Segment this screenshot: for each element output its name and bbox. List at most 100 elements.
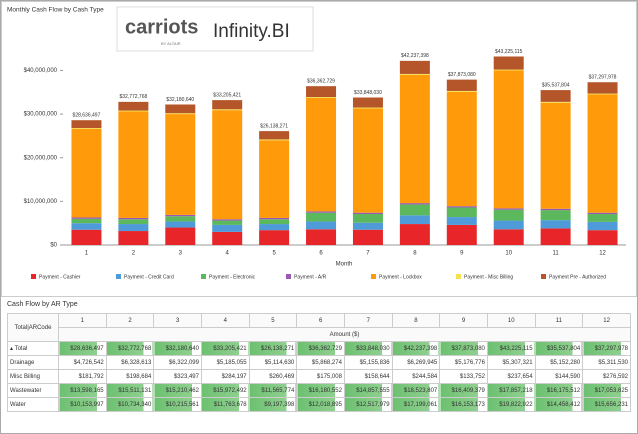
table-cell: $133,752 — [439, 369, 488, 384]
table-cell: $4,726,542 — [58, 355, 107, 370]
bar-segment — [587, 230, 618, 245]
row-label: Drainage — [7, 355, 59, 370]
total-label: $32,180,640 — [166, 97, 194, 103]
legend-swatch — [201, 274, 206, 279]
bar-segment — [306, 97, 337, 98]
bar-segment — [399, 60, 430, 74]
bar-segment — [212, 100, 243, 110]
table-cell: $260,469 — [248, 369, 298, 384]
header-row: Total|ARCode 1 2 3 4 5 6 7 8 9 10 11 12 — [7, 313, 631, 342]
bar-segment — [587, 82, 618, 94]
bar-segment — [212, 109, 243, 111]
bar-segment — [165, 113, 196, 115]
bar-segment — [259, 230, 290, 245]
legend-label: Payment Pre - Authorized — [549, 274, 606, 280]
bar-segment — [399, 224, 430, 245]
bar-segment — [212, 224, 243, 232]
bar-segment — [306, 211, 337, 213]
bar-segment — [399, 73, 430, 75]
total-label: $43,225,115 — [495, 49, 523, 55]
table-cell: $35,537,804 — [534, 341, 584, 356]
column-header: 2 — [105, 313, 155, 328]
bar-segment — [493, 70, 524, 209]
chart-title: Monthly Cash Flow by Cash Type — [7, 7, 104, 14]
table-cell: $10,153,997 — [58, 397, 107, 412]
bar-segment — [540, 228, 571, 245]
table-cell: $5,155,836 — [343, 355, 393, 370]
bar-segment — [446, 79, 477, 91]
row-label: Water — [7, 397, 59, 412]
table-cell: $237,654 — [486, 369, 536, 384]
table-cell: $19,822,922 — [486, 397, 536, 412]
table-row: ▴ Total $28,636,497 $32,772,768 $32,180,640… — [7, 341, 631, 356]
row-label: ▴ Total — [7, 341, 59, 356]
bar-segment — [352, 229, 383, 245]
table-cell: $37,297,978 — [582, 341, 631, 356]
table-row: Wastewater $13,598,165 $15,511,131 $15,210,… — [7, 383, 631, 398]
total-label: $26,138,271 — [260, 123, 288, 129]
table-cell: $198,684 — [105, 369, 155, 384]
bar-segment — [540, 102, 571, 209]
table-cell: $33,848,030 — [343, 341, 393, 356]
bar-segment — [165, 114, 196, 215]
table-cell: $37,873,080 — [439, 341, 488, 356]
bar-segment — [306, 212, 337, 222]
x-tick-label: 5 — [272, 251, 276, 257]
row-label: Wastewater — [7, 383, 59, 398]
table-cell: $276,592 — [582, 369, 631, 384]
bar-segment — [352, 222, 383, 230]
table-cell: $9,197,398 — [248, 397, 298, 412]
column-header: 1 — [58, 313, 107, 328]
table-cell: $6,328,613 — [105, 355, 155, 370]
x-tick-label: 8 — [413, 251, 417, 257]
table-cell: $26,138,271 — [248, 341, 298, 356]
legend-label: Payment - A/R — [294, 274, 327, 280]
legend-label: Payment - Electronic — [209, 274, 256, 280]
table-cell: $175,008 — [296, 369, 345, 384]
x-tick-label: 9 — [460, 251, 464, 257]
table-cell: $14,857,555 — [343, 383, 393, 398]
table-cell: $18,523,807 — [391, 383, 441, 398]
bar-segment — [540, 90, 571, 102]
table-cell: $17,199,061 — [391, 397, 441, 412]
total-label: $42,237,398 — [401, 53, 429, 59]
column-header: 5 — [248, 313, 298, 328]
y-tick-label: $10,000,000 — [24, 199, 58, 205]
bar-segment — [446, 207, 477, 218]
bar-segment — [352, 97, 383, 108]
x-tick-label: 11 — [553, 251, 560, 257]
table-cell: $181,792 — [58, 369, 107, 384]
total-label: $33,848,030 — [354, 90, 382, 96]
bar-segment — [212, 110, 243, 220]
table-cell: $12,517,979 — [343, 397, 393, 412]
brand-logo: carriots — [125, 16, 198, 38]
table-cell: $16,175,512 — [534, 383, 584, 398]
bar-segment — [212, 231, 243, 245]
bar-segment — [71, 120, 102, 129]
x-tick-label: 12 — [599, 251, 606, 257]
bar-segment — [118, 217, 149, 220]
column-header: 11 — [534, 313, 584, 328]
bar-segment — [71, 217, 102, 219]
bar-segment — [165, 104, 196, 114]
panel-border — [1, 1, 637, 297]
table-cell: $16,153,173 — [439, 397, 488, 412]
x-tick-label: 2 — [132, 251, 136, 257]
x-axis-label: Month — [336, 262, 353, 268]
table-cell: $144,590 — [534, 369, 584, 384]
x-tick-label: 3 — [179, 251, 183, 257]
bar-segment — [352, 108, 383, 213]
column-header: 6 — [296, 313, 345, 328]
row-label: Misc Billing — [7, 369, 59, 384]
table-cell: $10,734,340 — [105, 397, 155, 412]
x-tick-label: 6 — [319, 251, 323, 257]
table-cell: $42,237,398 — [391, 341, 441, 356]
table-row: Water $10,153,997 $10,734,340 $10,215,561 $1… — [7, 397, 631, 412]
table-cell: $33,205,421 — [200, 341, 250, 356]
total-label: $32,772,768 — [119, 94, 147, 100]
table-cell: $5,114,630 — [248, 355, 298, 370]
column-header: 10 — [486, 313, 536, 328]
bar-segment — [118, 110, 149, 112]
table-cell: $17,053,625 — [582, 383, 631, 398]
table-cell: $36,362,729 — [296, 341, 345, 356]
